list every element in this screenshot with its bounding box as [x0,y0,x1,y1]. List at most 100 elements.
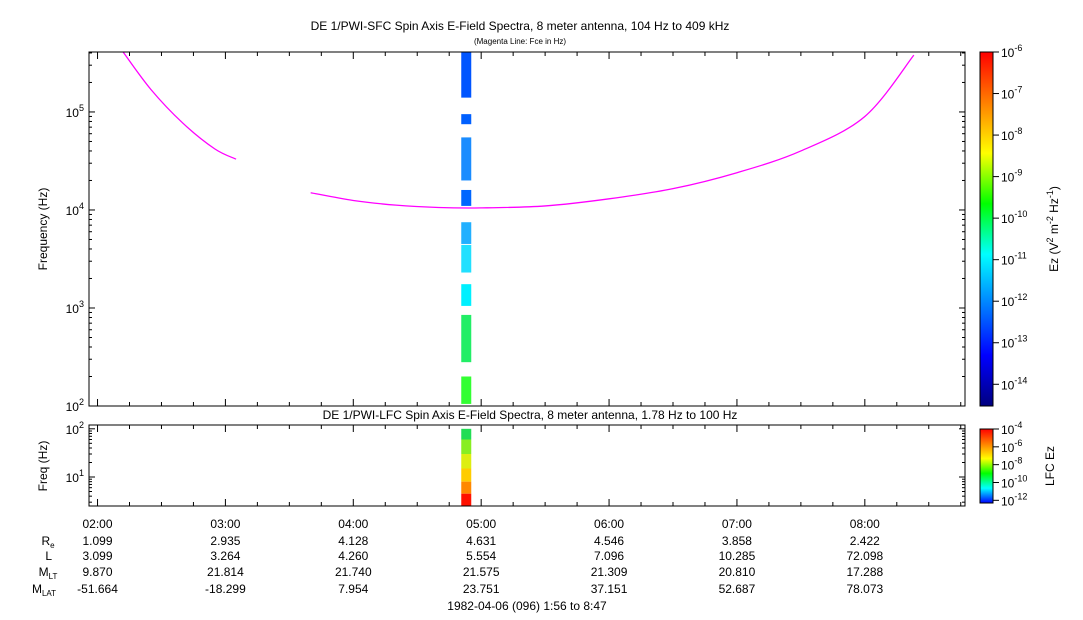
lfc-colorbar-tick-label: 10-8 [1001,456,1022,473]
sfc-spectrum-cell [461,137,472,181]
sfc-plot-frame [88,51,966,407]
time-tick-label: 04:00 [338,517,368,531]
sfc-colorbar-tick-label: 10-7 [1001,85,1022,102]
ephemeris-value: 21.814 [207,565,244,579]
fce-line [310,54,915,209]
lfc-y-tick-label: 101 [66,468,84,485]
sfc-colorbar-tick-label: 10-8 [1001,126,1022,143]
lfc-spectrum-cell [461,468,472,482]
lfc-y-axis-label: Freq (Hz) [36,441,50,492]
time-tick-label: 02:00 [83,517,113,531]
sfc-colorbar-tick-label: 10-12 [1001,292,1027,309]
sfc-spectra-group [461,52,472,404]
ephemeris-value: 21.309 [591,565,628,579]
sfc-subtitle: (Magenta Line: Fce in Hz) [474,37,566,46]
sfc-colorbar: 10-6 10-7 10-8 10-9 10-10 10-11 10-12 10-13 10-1… [979,43,1061,407]
sfc-y-tick-label: 102 [66,397,84,414]
sfc-plot-area [89,52,965,406]
ephemeris-value: 3.858 [722,534,752,548]
sfc-colorbar-tick-label: 10-6 [1001,43,1022,60]
ephemeris-value: 21.575 [463,565,500,579]
fce-line-group [122,52,915,209]
sfc-spectrum-cell [461,114,472,125]
lfc-spectrum-cell [461,481,472,494]
ephemeris-value: 72.098 [846,549,883,563]
lfc-colorbar-tick-label: 10-12 [1001,491,1027,508]
ephemeris-row-label: Re [41,534,55,550]
lfc-spectrum-cell [461,428,472,440]
sfc-title: DE 1/PWI-SFC Spin Axis E-Field Spectra, … [311,19,730,33]
ephemeris-row-label: MLAT [32,582,56,598]
sfc-colorbar-tick-label: 10-11 [1001,251,1027,268]
sfc-spectrum-cell [461,189,472,206]
ephemeris-value: 20.810 [719,565,756,579]
lfc-colorbar-tick-label: 10-4 [1001,420,1022,437]
ephemeris-value: 4.260 [338,549,368,563]
ephemeris-value: 1.099 [83,534,113,548]
sfc-spectrum-cell [461,52,472,98]
lfc-colorbar-tick-label: 10-6 [1001,438,1022,455]
ephemeris-value: 4.631 [466,534,496,548]
lfc-title: DE 1/PWI-LFC Spin Axis E-Field Spectra, … [323,408,738,422]
ephemeris-value: 2.422 [850,534,880,548]
ephemeris-value: 4.128 [338,534,368,548]
lfc-spectrum-cell [461,439,472,455]
ephemeris-value: 4.546 [594,534,624,548]
footer-date-range: 1982-04-06 (096) 1:56 to 8:47 [447,599,607,613]
ephemeris-value: 21.740 [335,565,372,579]
ephemeris-value: 23.751 [463,582,500,596]
time-tick-label: 07:00 [722,517,752,531]
sfc-y-tick-label: 103 [66,299,84,316]
lfc-spectra-group [461,428,472,506]
sfc-colorbar-bar [979,51,994,407]
lfc-x-ticks [97,425,962,506]
ephemeris-value: 37.151 [591,582,628,596]
lfc-colorbar-tick-label: 10-10 [1001,473,1027,490]
fce-line [122,52,237,160]
sfc-y-axis-label: Frequency (Hz) [36,188,50,271]
time-tick-label: 05:00 [466,517,496,531]
sfc-colorbar-tick-label: 10-9 [1001,168,1022,185]
lfc-colorbar-label: LFC Ez [1043,446,1057,486]
time-tick-label: 08:00 [850,517,880,531]
ephemeris-value: 5.554 [466,549,496,563]
sfc-y-ticks: 102 103 104 105 [66,52,965,414]
lfc-spectrum-cell [461,493,472,506]
sfc-y-tick-label: 104 [66,201,84,218]
ephemeris-value: 9.870 [83,565,113,579]
ephemeris-value: 7.954 [338,582,368,596]
ephemeris-value: 10.285 [719,549,756,563]
sfc-spectrum-cell [461,376,472,404]
lfc-plot-frame [88,424,966,507]
sfc-colorbar-tick-label: 10-13 [1001,334,1027,351]
time-tick-label: 06:00 [594,517,624,531]
sfc-colorbar-ticks: 10-6 10-7 10-8 10-9 10-10 10-11 10-12 10-13 10-1… [993,43,1027,392]
time-tick-label: 03:00 [210,517,240,531]
lfc-panel: 101 102 Freq (Hz) [36,420,966,507]
sfc-colorbar-tick-label: 10-14 [1001,375,1027,392]
sfc-colorbar-label: Ez (V2 m-2 Hz-1) [1045,186,1061,272]
ephemeris-value: 52.687 [719,582,756,596]
lfc-y-ticks: 101 102 [66,420,965,503]
ephemeris-row-label: L [45,549,52,563]
ephemeris-value: -51.664 [77,582,118,596]
ephemeris-value: 78.073 [846,582,883,596]
sfc-spectrum-cell [461,222,472,244]
ephemeris-value: 2.935 [210,534,240,548]
sfc-panel: 102 103 104 105 Frequency (Hz) [36,51,966,414]
ephemeris-value: 3.264 [210,549,240,563]
ephemeris-value: 3.099 [83,549,113,563]
ephemeris-row-label: MLT [39,565,58,581]
ephemeris-value: 7.096 [594,549,624,563]
time-axis-labels: 02:00 03:00 04:00 05:00 06:00 07:00 08:00 [83,517,881,531]
lfc-y-tick-label: 102 [66,420,84,437]
lfc-plot-area [89,425,965,506]
sfc-y-tick-label: 105 [66,103,84,120]
sfc-x-ticks [97,52,962,406]
lfc-colorbar-bar [979,428,994,504]
ephemeris-value: -18.299 [205,582,246,596]
sfc-spectrum-cell [461,244,472,273]
